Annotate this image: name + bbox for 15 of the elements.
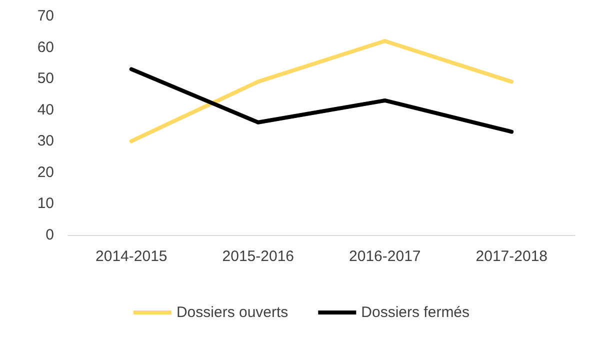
x-tick-label: 2017-2018 <box>476 248 548 265</box>
legend-label: Dossiers fermés <box>361 304 470 321</box>
y-tick-label: 60 <box>37 38 54 56</box>
y-tick-label: 40 <box>37 101 54 118</box>
x-tick-label: 2016-2017 <box>349 248 421 265</box>
y-tick-label: 30 <box>37 132 54 150</box>
x-tick-label: 2015-2016 <box>222 248 294 265</box>
line-series <box>129 67 514 134</box>
y-tick-label: 10 <box>37 195 54 212</box>
x-tick-label: 2014-2015 <box>96 248 168 265</box>
y-tick-label: 50 <box>37 70 54 88</box>
y-tick-label: 0 <box>46 226 54 244</box>
legend-label: Dossiers ouverts <box>176 304 288 321</box>
y-tick-label: 20 <box>37 164 54 181</box>
y-tick-label: 70 <box>37 8 54 24</box>
